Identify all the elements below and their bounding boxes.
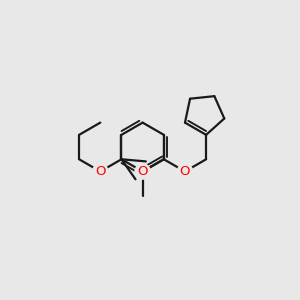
Text: O: O xyxy=(95,165,106,178)
Text: O: O xyxy=(137,165,148,178)
Circle shape xyxy=(135,164,150,179)
Text: O: O xyxy=(180,165,190,178)
Circle shape xyxy=(177,164,193,179)
Circle shape xyxy=(93,164,108,179)
